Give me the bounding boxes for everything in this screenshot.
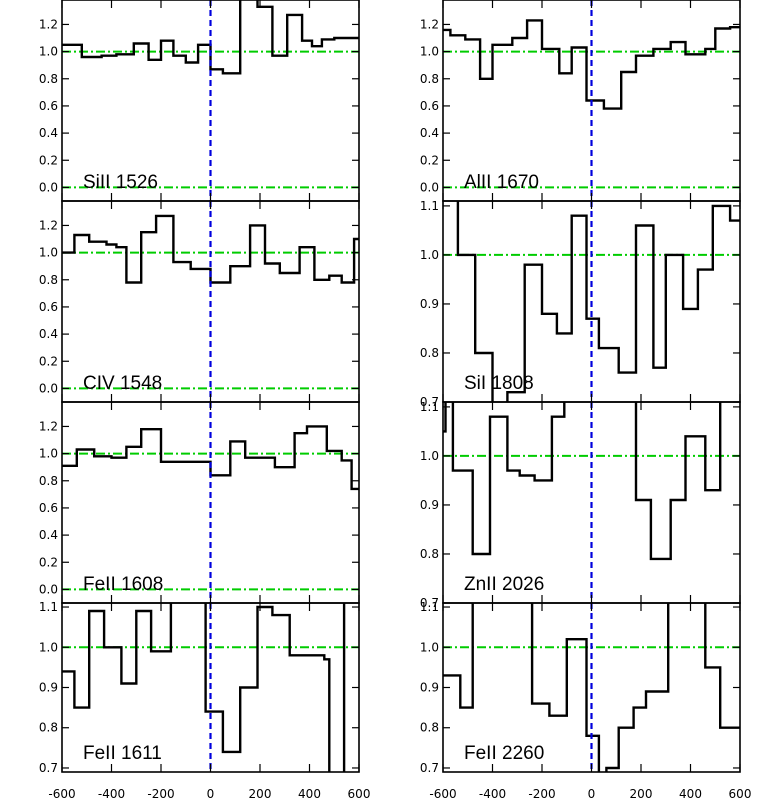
x-tick-label: 200 — [249, 787, 272, 801]
panel-label-sii-1808: SiI 1808 — [464, 373, 534, 394]
y-tick-label: 0.4 — [39, 126, 58, 140]
x-tick-label: -200 — [147, 787, 174, 801]
y-tick-label: 1.1 — [420, 199, 439, 213]
y-tick-label: 0.8 — [420, 721, 439, 735]
spectrum-step-line — [62, 0, 359, 75]
y-tick-label: 0.7 — [420, 761, 439, 775]
y-tick-label: 0.9 — [420, 498, 439, 512]
panel-znii-2026: 0.7 0.8 0.9 1.0 1.1 ZnII 2026 — [420, 400, 741, 610]
y-tick-label: 1.2 — [39, 17, 58, 31]
x-tick-label: -200 — [528, 787, 555, 801]
y-tick-label: 1.0 — [420, 248, 439, 262]
y-tick-label: 0.8 — [39, 273, 58, 287]
panel-alii-1670: 0.0 0.2 0.4 0.6 0.8 1.0 1.2 AlII 1670 — [420, 0, 741, 202]
y-tick-label: 0.9 — [420, 297, 439, 311]
y-tick-label: 0.2 — [39, 153, 58, 167]
spectrum-step-line — [62, 603, 346, 772]
y-tick-label: 0.0 — [39, 180, 58, 194]
spectrum-step-line — [62, 425, 359, 491]
x-tick-label: 0 — [207, 787, 215, 801]
y-tick-label: 1.0 — [39, 447, 58, 461]
y-tick-label: 0.8 — [39, 72, 58, 86]
y-tick-label: 1.1 — [420, 400, 439, 414]
panel-siii-1526: 0.0 0.2 0.4 0.6 0.8 1.0 1.2 SiII 1526 — [39, 0, 360, 202]
y-tick-label: 1.0 — [420, 449, 439, 463]
panel-label-civ-1548: CIV 1548 — [83, 373, 162, 394]
panel-label-feii-1608: FeII 1608 — [83, 574, 163, 595]
y-tick-label: 0.6 — [39, 501, 58, 515]
y-tick-label: 0.8 — [39, 721, 58, 735]
y-tick-label: 0.9 — [39, 681, 58, 695]
spectrum-step-line — [456, 201, 740, 402]
y-tick-label: 0.8 — [420, 346, 439, 360]
panel-label-siii-1526: SiII 1526 — [83, 172, 158, 193]
y-tick-label: 1.0 — [39, 640, 58, 654]
y-tick-label: 1.0 — [420, 45, 439, 59]
y-tick-label: 0.6 — [39, 300, 58, 314]
y-tick-label: 1.0 — [39, 246, 58, 260]
plot-area-feii-2260 — [443, 603, 740, 772]
x-tick-label: 600 — [348, 787, 371, 801]
y-tick-label: 1.1 — [39, 600, 58, 614]
panel-label-alii-1670: AlII 1670 — [464, 172, 539, 193]
y-tick-label: 0.0 — [39, 582, 58, 596]
x-tick-label: -400 — [98, 787, 125, 801]
y-tick-label: 0.9 — [420, 681, 439, 695]
panel-feii-2260: 0.7 0.8 0.9 1.0 1.1 FeII 2260 — [420, 600, 741, 775]
plot-area-feii-1608 — [62, 402, 359, 603]
spectrum-step-line — [443, 19, 740, 110]
panel-feii-1608: 0.0 0.2 0.4 0.6 0.8 1.0 1.2 FeII 1608 — [39, 401, 360, 604]
x-tick-label: 200 — [630, 787, 653, 801]
y-tick-label: 0.8 — [420, 547, 439, 561]
plot-area-znii-2026 — [443, 402, 740, 603]
x-tick-label: 600 — [729, 787, 752, 801]
y-tick-label: 0.8 — [420, 72, 439, 86]
y-tick-label: 0.4 — [420, 126, 439, 140]
plot-area-siii-1526 — [62, 0, 359, 201]
plot-area-sii-1808 — [443, 201, 740, 402]
y-tick-label: 1.2 — [39, 419, 58, 433]
x-tick-label: 400 — [298, 787, 321, 801]
y-tick-label: 0.4 — [39, 327, 58, 341]
y-tick-label: 0.7 — [420, 395, 439, 409]
plot-area-alii-1670 — [443, 0, 740, 201]
y-tick-label: 1.0 — [39, 45, 58, 59]
plot-area-feii-1611 — [62, 603, 359, 772]
panel-civ-1548: 0.0 0.2 0.4 0.6 0.8 1.0 1.2 CIV 1548 — [39, 200, 360, 403]
y-tick-label: 0.6 — [39, 99, 58, 113]
x-tick-label: -400 — [479, 787, 506, 801]
y-tick-label: 0.0 — [420, 180, 439, 194]
y-tick-label: 1.2 — [420, 17, 439, 31]
y-tick-label: 0.7 — [39, 761, 58, 775]
spectrum-step-line — [443, 402, 722, 561]
panel-label-feii-2260: FeII 2260 — [464, 743, 544, 764]
y-tick-label: 0.6 — [420, 99, 439, 113]
y-tick-label: 1.0 — [420, 640, 439, 654]
plot-area-civ-1548 — [62, 201, 359, 402]
x-tick-label: 0 — [588, 787, 596, 801]
y-tick-label: 0.2 — [39, 555, 58, 569]
y-tick-label: 0.8 — [39, 474, 58, 488]
panel-feii-1611: 0.7 0.8 0.9 1.0 1.1 FeII 1611 — [39, 600, 360, 775]
panel-sii-1808: 0.7 0.8 0.9 1.0 1.1 SiI 1808 — [420, 199, 741, 409]
y-tick-label: 0.4 — [39, 528, 58, 542]
y-tick-label: 0.0 — [39, 381, 58, 395]
x-tick-label: -600 — [429, 787, 456, 801]
panel-label-feii-1611: FeII 1611 — [83, 743, 162, 764]
y-tick-label: 1.2 — [39, 218, 58, 232]
panel-label-znii-2026: ZnII 2026 — [464, 574, 544, 595]
x-tick-label: -600 — [48, 787, 75, 801]
y-tick-label: 0.7 — [420, 596, 439, 610]
y-tick-label: 1.1 — [420, 600, 439, 614]
x-tick-label: 400 — [679, 787, 702, 801]
y-tick-label: 0.2 — [420, 153, 439, 167]
y-tick-label: 0.2 — [39, 354, 58, 368]
